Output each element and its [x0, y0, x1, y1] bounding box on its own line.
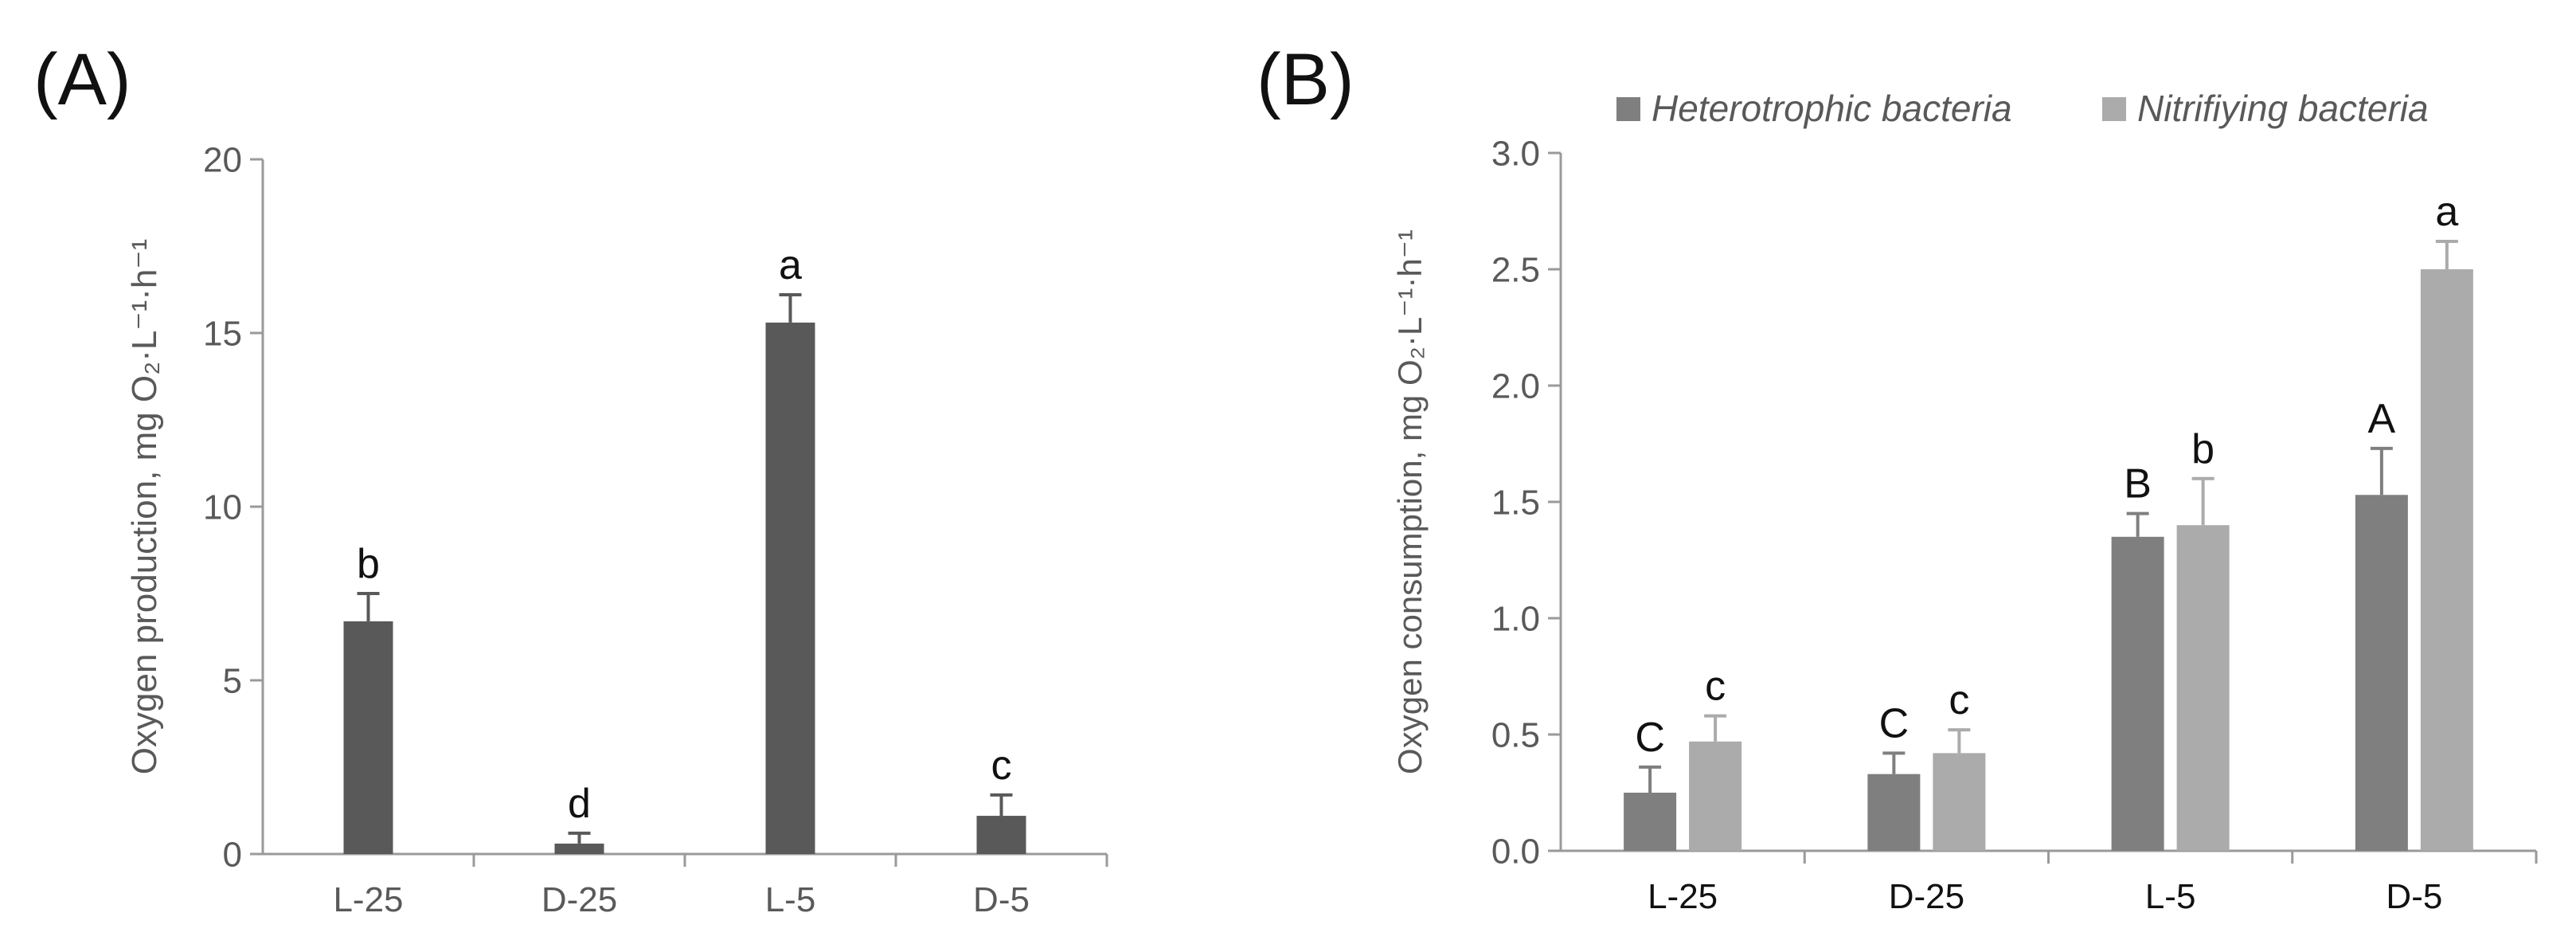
- significance-letter: A: [2368, 396, 2396, 442]
- significance-letter: C: [1635, 715, 1665, 761]
- y-tick-label: 0.5: [1491, 715, 1540, 754]
- y-axis-label: Oxygen consumption, mg O₂·L⁻¹·h⁻¹: [1391, 229, 1429, 774]
- x-tick-label: D-5: [2386, 877, 2442, 916]
- bar: [2176, 525, 2230, 851]
- oxygen-consumption-chart: 0.0 0.5 1.0 1.5 2.0 2.5 3.0 Oxygen consumption,…: [1391, 88, 2538, 916]
- x-tick-label: D-25: [541, 880, 617, 919]
- bar: [343, 621, 393, 854]
- y-tick-label: 5: [223, 661, 242, 700]
- x-tick-label: D-25: [1889, 877, 1964, 916]
- legend-swatch: [1616, 97, 1640, 121]
- x-tick-label: L-5: [765, 880, 816, 919]
- panel-b: (B) 0.0 0.5 1.0 1.5 2.0 2.5 3.0 Oxygen consumpt…: [1242, 0, 2576, 948]
- significance-letter: d: [568, 781, 591, 827]
- bar: [2111, 536, 2164, 851]
- significance-letter: B: [2124, 461, 2152, 507]
- y-axis-label: Oxygen production, mg O₂·L⁻¹·h⁻¹: [125, 239, 164, 774]
- bar: [554, 843, 604, 854]
- bar: [2420, 269, 2473, 851]
- panel-a-label: (A): [33, 39, 131, 120]
- legend-label: Nitrifiying bacteria: [2137, 88, 2429, 129]
- y-tick-label: 1.5: [1491, 483, 1540, 522]
- significance-letter: b: [357, 541, 380, 587]
- x-tick-label: L-25: [1648, 877, 1718, 916]
- y-tick-label: 1.0: [1491, 599, 1540, 638]
- bar: [2355, 495, 2408, 851]
- y-tick-label: 3.0: [1491, 134, 1540, 173]
- x-tick-label: D-5: [973, 880, 1030, 919]
- y-tick-label: 10: [203, 488, 242, 527]
- significance-letter: c: [1949, 677, 1969, 723]
- significance-letter: a: [2435, 189, 2458, 235]
- bar: [976, 816, 1026, 854]
- y-tick-label: 2.0: [1491, 366, 1540, 405]
- y-tick-label: 0: [223, 835, 242, 874]
- x-tick-label: L-5: [2145, 877, 2196, 916]
- x-tick-label: L-25: [333, 880, 403, 919]
- significance-letter: C: [1879, 700, 1910, 746]
- bar: [1689, 741, 1742, 851]
- significance-letter: b: [2191, 426, 2214, 472]
- significance-letter: c: [991, 742, 1012, 789]
- y-tick-label: 20: [203, 140, 242, 179]
- y-tick-label: 2.5: [1491, 250, 1540, 289]
- y-tick-label: 15: [203, 314, 242, 353]
- panel-b-label: (B): [1257, 39, 1354, 120]
- significance-letter: a: [779, 242, 802, 288]
- y-tick-label: 0.0: [1491, 832, 1540, 871]
- oxygen-production-chart: 0 5 10 15 20 Oxygen production, mg O₂·L⁻¹·h⁻¹…: [125, 140, 1108, 919]
- bar: [765, 322, 815, 854]
- bar: [1624, 793, 1677, 851]
- bar: [1867, 774, 1921, 851]
- significance-letter: c: [1705, 664, 1726, 710]
- legend-swatch: [2102, 97, 2126, 121]
- legend-label: Heterotrophic bacteria: [1652, 88, 2012, 129]
- bar: [1933, 753, 1986, 851]
- panel-a: (A) 0 5 10 15 20 Oxygen production, mg O₂·L⁻¹…: [0, 0, 1242, 948]
